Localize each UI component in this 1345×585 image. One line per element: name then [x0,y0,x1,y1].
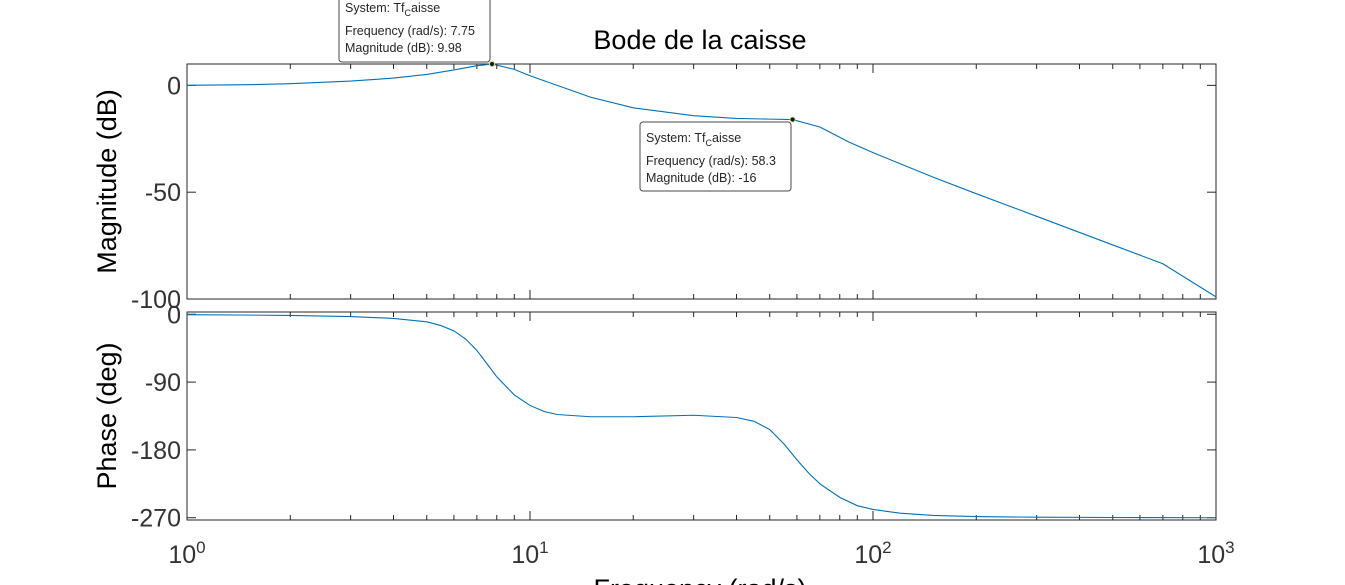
xtick-label: 103 [1197,538,1234,569]
chart-title: Bode de la caisse [593,25,806,55]
magnitude-ytick-label: -50 [145,179,181,207]
datatip-magnitude: Magnitude (dB): -16 [646,171,757,185]
datatip-marker [789,116,796,123]
phase-ytick-label: -270 [131,505,181,533]
magnitude-ytick-label: 0 [167,72,181,100]
phase-ylabel: Phase (deg) [92,342,122,489]
phase-ytick-label: -180 [131,437,181,465]
magnitude-ytick-label: -100 [131,286,181,314]
datatip-frequency: Frequency (rad/s): 58.3 [646,154,776,168]
datatip-marker [488,60,496,68]
datatip-frequency: Frequency (rad/s): 7.75 [345,24,475,38]
datatip-magnitude: Magnitude (dB): 9.98 [345,41,462,55]
magnitude-ylabel: Magnitude (dB) [92,89,122,274]
datatip-box [639,121,792,192]
phase-ytick-label: 0 [167,301,181,329]
x-axis-label: Frequency (rad/s) [593,574,806,585]
datatip-system: System: TfCaisse [345,1,440,18]
phase-series-line [186,314,1217,519]
magnitude-series-line [186,63,1217,298]
xtick-label: 100 [168,538,205,569]
xtick-label: 101 [511,538,548,569]
datatip-system: System: TfCaisse [646,131,741,148]
phase-ytick-label: -90 [145,369,181,397]
datatip-box [338,0,491,63]
xtick-label: 102 [854,538,891,569]
